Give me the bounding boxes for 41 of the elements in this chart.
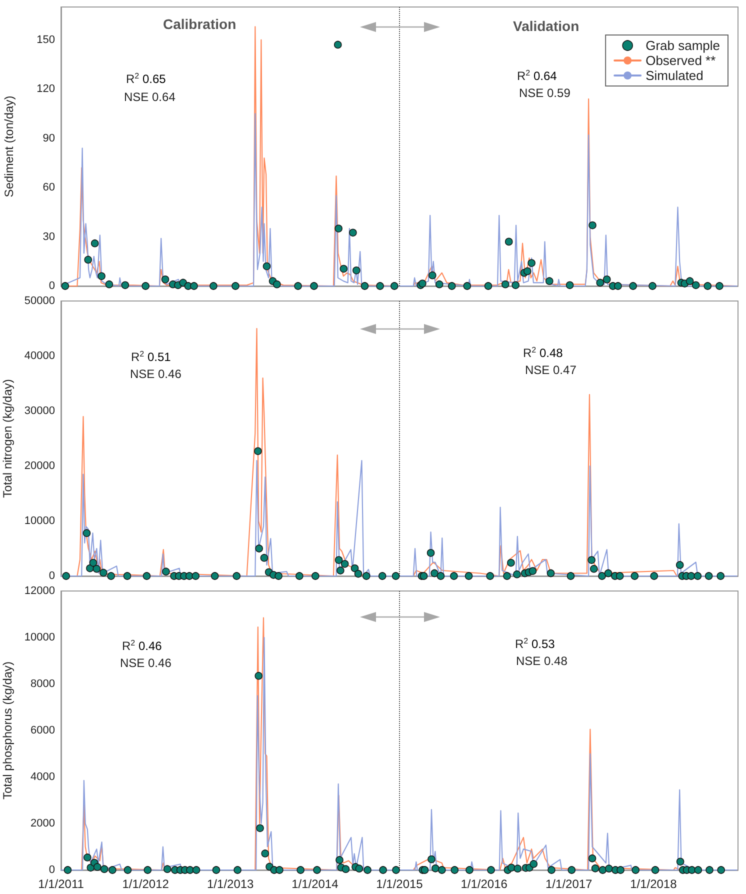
- y-tick-label: 0: [48, 864, 55, 876]
- y-tick-label: 30: [42, 230, 55, 243]
- y-tick-label: 6000: [30, 724, 55, 736]
- x-tick-label: 1/1/2013: [207, 877, 254, 891]
- y-tick-label: 50000: [24, 295, 55, 307]
- x-tick-label: 1/1/2017: [546, 877, 593, 891]
- annotation: Calibration: [163, 16, 236, 32]
- annotation: NSE 0.47: [525, 363, 577, 377]
- x-tick-label: 1/1/2015: [376, 877, 424, 891]
- x-tick-label: 1/1/2014: [292, 877, 339, 891]
- y-tick-label: 20000: [24, 460, 55, 472]
- y-tick-label: 12000: [24, 585, 55, 597]
- x-tick-label: 1/1/2011: [38, 877, 84, 891]
- y-axis-title: Sediment (ton/day): [2, 96, 16, 198]
- x-tick-label: 1/1/2016: [460, 877, 508, 891]
- y-tick-label: 10000: [24, 632, 55, 644]
- y-tick-label: 0: [48, 570, 55, 582]
- y-tick-label: 4000: [30, 771, 55, 783]
- y-tick-label: 8000: [30, 678, 55, 690]
- y-tick-label: 150: [36, 34, 55, 46]
- y-tick-label: 0: [48, 280, 55, 292]
- y-tick-label: 60: [42, 182, 55, 194]
- annotation: Validation: [513, 18, 580, 34]
- legend-label: Simulated: [646, 68, 704, 83]
- x-tick-label: 1/1/2018: [630, 877, 678, 891]
- annotation: NSE 0.59: [519, 86, 571, 100]
- y-tick-label: 30000: [24, 405, 55, 417]
- y-tick-label: 120: [36, 83, 55, 96]
- y-tick-label: 10000: [24, 515, 55, 527]
- y-tick-label: 2000: [30, 818, 55, 830]
- annotation: NSE 0.64: [124, 90, 176, 104]
- annotation: NSE 0.46: [130, 367, 182, 381]
- annotation: NSE 0.48: [516, 654, 568, 668]
- y-axis-title: Total nitrogen (kg/day): [0, 379, 15, 498]
- annotation: NSE 0.46: [120, 656, 172, 670]
- y-tick-label: 40000: [24, 350, 55, 362]
- legend-label: Observed **: [646, 53, 716, 68]
- y-tick-label: 90: [42, 132, 55, 144]
- legend-label: Grab sample: [646, 38, 720, 53]
- y-axis-title: Total phosphorus (kg/day): [0, 661, 15, 800]
- x-tick-label: 1/1/2012: [122, 877, 170, 891]
